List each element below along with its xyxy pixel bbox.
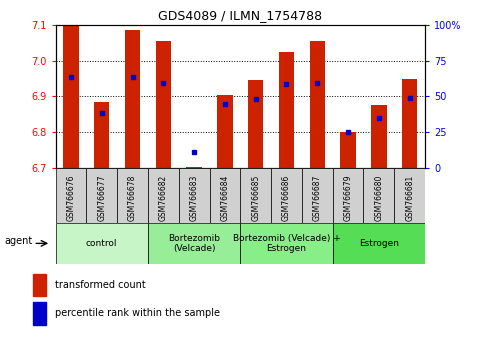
Text: Bortezomib
(Velcade): Bortezomib (Velcade): [168, 234, 220, 253]
Bar: [217, 95, 233, 168]
Bar: [302, 168, 333, 223]
Bar: [279, 52, 294, 168]
Text: GSM766677: GSM766677: [97, 175, 106, 221]
Bar: [364, 168, 394, 223]
Text: percentile rank within the sample: percentile rank within the sample: [55, 308, 220, 318]
Text: transformed count: transformed count: [55, 280, 145, 290]
Bar: [63, 25, 79, 168]
Bar: [186, 167, 202, 168]
Bar: [56, 168, 86, 223]
Text: GSM766676: GSM766676: [67, 175, 75, 221]
Bar: [179, 168, 210, 223]
Bar: [148, 223, 241, 264]
Text: GSM766686: GSM766686: [282, 175, 291, 221]
Text: Estrogen: Estrogen: [359, 239, 399, 248]
Bar: [210, 168, 240, 223]
Bar: [333, 168, 364, 223]
Bar: [148, 168, 179, 223]
Bar: [56, 223, 148, 264]
Text: Bortezomib (Velcade) +
Estrogen: Bortezomib (Velcade) + Estrogen: [233, 234, 341, 253]
Text: GSM766680: GSM766680: [374, 175, 384, 221]
Bar: [240, 168, 271, 223]
Bar: [156, 41, 171, 168]
Bar: [125, 30, 140, 168]
Bar: [271, 168, 302, 223]
Bar: [341, 132, 356, 168]
Text: GSM766683: GSM766683: [190, 175, 199, 221]
Text: GSM766678: GSM766678: [128, 175, 137, 221]
Text: GSM766679: GSM766679: [343, 175, 353, 221]
Text: GSM766681: GSM766681: [405, 175, 414, 221]
Bar: [248, 80, 263, 168]
Bar: [33, 274, 46, 296]
Text: GSM766682: GSM766682: [159, 175, 168, 221]
Bar: [86, 168, 117, 223]
Bar: [333, 223, 425, 264]
Text: GSM766687: GSM766687: [313, 175, 322, 221]
Bar: [371, 105, 386, 168]
Text: GSM766684: GSM766684: [220, 175, 229, 221]
Bar: [394, 168, 425, 223]
Title: GDS4089 / ILMN_1754788: GDS4089 / ILMN_1754788: [158, 9, 322, 22]
Bar: [94, 102, 110, 168]
Text: GSM766685: GSM766685: [251, 175, 260, 221]
Text: control: control: [86, 239, 117, 248]
Bar: [240, 223, 333, 264]
Text: agent: agent: [4, 236, 33, 246]
Bar: [402, 79, 417, 168]
Bar: [310, 41, 325, 168]
Bar: [33, 302, 46, 325]
Bar: [117, 168, 148, 223]
